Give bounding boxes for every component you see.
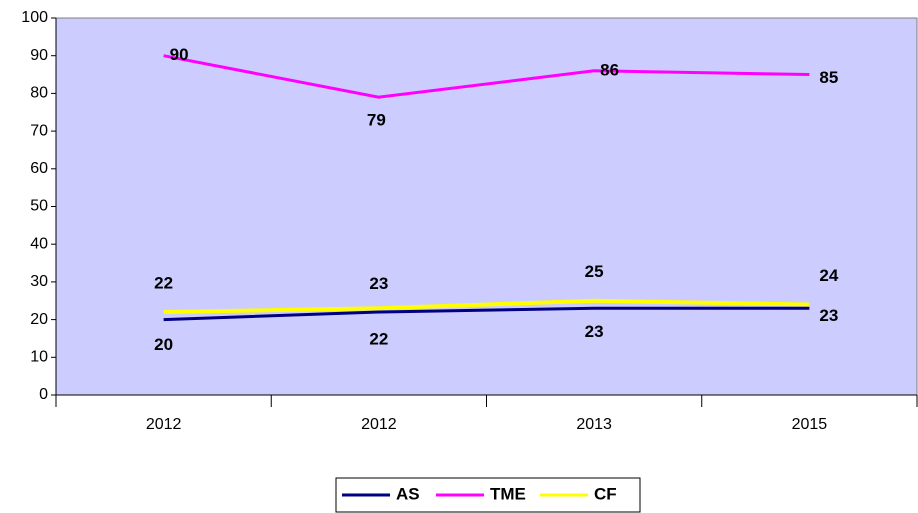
data-label: 23 [585,322,604,341]
y-tick-label: 100 [21,9,48,26]
x-tick-label: 2015 [792,416,828,433]
data-label: 24 [819,266,838,285]
y-tick-label: 70 [30,122,48,139]
series-line [163,298,810,315]
legend-label: AS [396,484,420,503]
data-label: 23 [369,274,388,293]
legend-label: CF [594,484,617,503]
data-label: 25 [585,262,604,281]
y-tick-label: 10 [30,349,48,366]
data-label: 22 [369,330,388,349]
data-label: 85 [819,68,838,87]
legend-label: TME [490,484,526,503]
y-tick-label: 40 [30,235,48,252]
y-tick-label: 20 [30,311,48,328]
data-label: 20 [154,335,173,354]
x-tick-label: 2012 [146,416,182,433]
y-tick-label: 80 [30,85,48,102]
data-label: 22 [154,274,173,293]
plot-area [55,17,918,396]
y-tick-label: 60 [30,160,48,177]
y-tick-label: 0 [39,386,48,403]
data-label: 86 [600,60,619,79]
y-tick-label: 50 [30,198,48,215]
data-label: 23 [819,306,838,325]
y-tick-label: 90 [30,47,48,64]
x-tick-label: 2012 [361,416,397,433]
y-tick-label: 30 [30,273,48,290]
series-line [163,54,810,99]
series-line [163,306,810,322]
x-tick-label: 2013 [576,416,612,433]
data-label: 79 [367,111,386,130]
data-label: 90 [170,45,189,64]
